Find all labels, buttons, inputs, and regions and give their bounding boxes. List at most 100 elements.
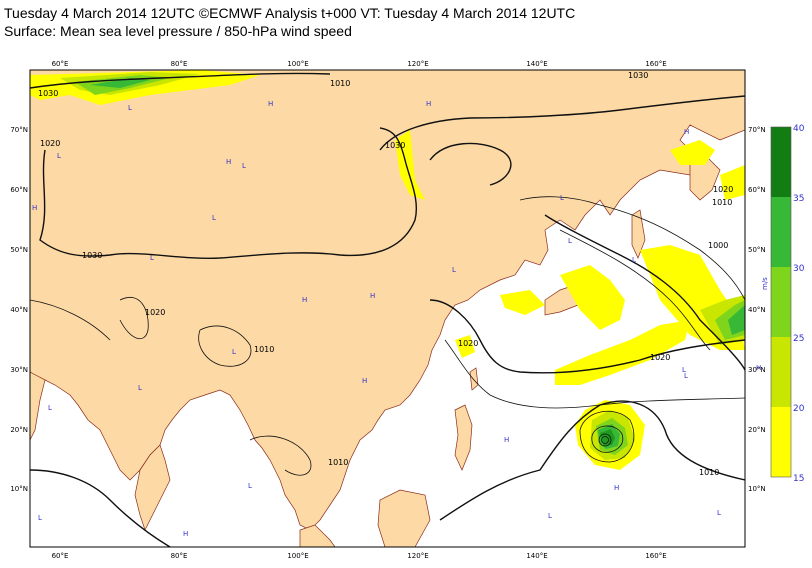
pressure-centre: L xyxy=(248,482,252,490)
lat-tick: 20°N xyxy=(748,426,766,434)
isobar-label: 1010 xyxy=(712,198,732,207)
isobar-label: 1030 xyxy=(82,251,102,260)
lat-tick: 50°N xyxy=(10,246,28,254)
pressure-centre: L xyxy=(128,104,132,112)
lat-tick: 40°N xyxy=(10,306,28,314)
land-arabia xyxy=(30,371,46,441)
colorbar-unit: m/s xyxy=(761,277,769,290)
colorbar-segment xyxy=(771,407,791,477)
pressure-centre: L xyxy=(57,152,61,160)
lat-tick: 40°N xyxy=(748,306,766,314)
lat-tick: 20°N xyxy=(10,426,28,434)
lat-tick: 10°N xyxy=(10,485,28,493)
colorbar-tick: 30 xyxy=(793,264,805,274)
isobar-label: 1010 xyxy=(330,79,350,88)
pressure-centre: L xyxy=(717,509,721,517)
colorbar-tick: 15 xyxy=(793,474,804,484)
land-philippines xyxy=(454,404,473,471)
pressure-centre: H xyxy=(614,484,619,492)
pressure-centres: H L L H H L L H L H L H L L H L H L L H … xyxy=(32,100,761,538)
isobar-label: 1030 xyxy=(385,141,405,150)
isobar-label: 1030 xyxy=(38,89,58,98)
lon-tick: 100°E xyxy=(287,60,308,68)
pressure-centre: L xyxy=(138,384,142,392)
pressure-centre: L xyxy=(560,194,564,202)
isobar-labels: 1030 1010 1020 1030 1030 1030 1020 1010 … xyxy=(38,71,733,477)
pressure-centre: H xyxy=(370,292,375,300)
chart-title: Tuesday 4 March 2014 12UTC ©ECMWF Analys… xyxy=(4,5,576,21)
pressure-centre: H xyxy=(426,100,431,108)
lon-tick: 120°E xyxy=(407,60,428,68)
colorbar-tick: 20 xyxy=(793,404,805,414)
isobar-label: 1020 xyxy=(145,308,165,317)
pressure-centre: L xyxy=(48,404,52,412)
isobar-label: 1030 xyxy=(628,71,648,80)
isobars xyxy=(30,72,745,547)
pressure-centre: H xyxy=(684,128,689,136)
isobar-label: 1010 xyxy=(328,458,348,467)
isobar-label: 1020 xyxy=(40,139,60,148)
lon-tick: 160°E xyxy=(645,60,666,68)
pressure-centre: L xyxy=(38,514,42,522)
lon-tick: 140°E xyxy=(526,552,547,560)
pressure-centre: H xyxy=(504,436,509,444)
lat-tick: 50°N xyxy=(748,246,766,254)
colorbar-segment xyxy=(771,127,791,197)
pressure-centre: H xyxy=(32,204,37,212)
land-taiwan xyxy=(469,367,479,391)
pressure-centre: L xyxy=(548,512,552,520)
map-frame xyxy=(29,69,746,548)
lat-tick: 70°N xyxy=(10,126,28,134)
pressure-centre: H xyxy=(302,296,307,304)
colorbar-segment xyxy=(771,337,791,407)
wind-speed-colorbar: 40 35 30 25 20 15 m/s xyxy=(761,124,805,484)
land-sakhalin xyxy=(631,209,646,259)
isobar-label: 1000 xyxy=(708,241,728,250)
isobar-label: 1020 xyxy=(458,339,478,348)
pressure-centre: L xyxy=(452,266,456,274)
lon-tick: 60°E xyxy=(52,60,69,68)
pressure-centre: L xyxy=(682,366,686,374)
colorbar-tick: 25 xyxy=(793,334,804,344)
lat-tick: 30°N xyxy=(748,366,766,374)
colorbar-segment xyxy=(771,267,791,337)
lat-tick: 30°N xyxy=(10,366,28,374)
lon-tick: 160°E xyxy=(645,552,666,560)
lat-tick: 60°N xyxy=(748,186,766,194)
isobar-label: 1010 xyxy=(699,468,719,477)
pressure-centre: L xyxy=(242,162,246,170)
lon-tick: 60°E xyxy=(52,552,69,560)
lon-tick: 140°E xyxy=(526,60,547,68)
pressure-centre: L xyxy=(568,237,572,245)
isobar-label: 1020 xyxy=(650,353,670,362)
longitude-axis: 60°E 80°E 100°E 120°E 140°E 160°E 60°E 8… xyxy=(52,60,667,560)
isobar-label: 1020 xyxy=(713,185,733,194)
pressure-centre: H xyxy=(268,100,273,108)
colorbar-tick: 40 xyxy=(793,124,805,134)
pressure-centre: L xyxy=(632,256,636,264)
lat-tick: 60°N xyxy=(10,186,28,194)
lat-tick: 70°N xyxy=(748,126,766,134)
pressure-centre: L xyxy=(212,214,216,222)
land-sumatra xyxy=(299,524,336,547)
pressure-centre: H xyxy=(183,530,188,538)
land-borneo xyxy=(377,489,431,547)
chart-subtitle: Surface: Mean sea level pressure / 850-h… xyxy=(4,23,352,39)
pressure-centre: L xyxy=(232,348,236,356)
lon-tick: 120°E xyxy=(407,552,428,560)
latitude-axis: 70°N 60°N 50°N 40°N 30°N 20°N 10°N 70°N … xyxy=(10,126,765,493)
isobar-label: 1010 xyxy=(254,345,274,354)
colorbar-tick: 35 xyxy=(793,194,804,204)
pressure-centre: L xyxy=(150,254,154,262)
pressure-centre: L xyxy=(684,372,688,380)
land-india xyxy=(134,444,171,531)
lon-tick: 80°E xyxy=(171,552,188,560)
pressure-centre: H xyxy=(362,377,367,385)
lon-tick: 100°E xyxy=(287,552,308,560)
pressure-centre: H xyxy=(226,158,231,166)
lat-tick: 10°N xyxy=(748,485,766,493)
lon-tick: 80°E xyxy=(171,60,188,68)
pressure-centre: H xyxy=(756,364,761,372)
colorbar-segment xyxy=(771,197,791,267)
